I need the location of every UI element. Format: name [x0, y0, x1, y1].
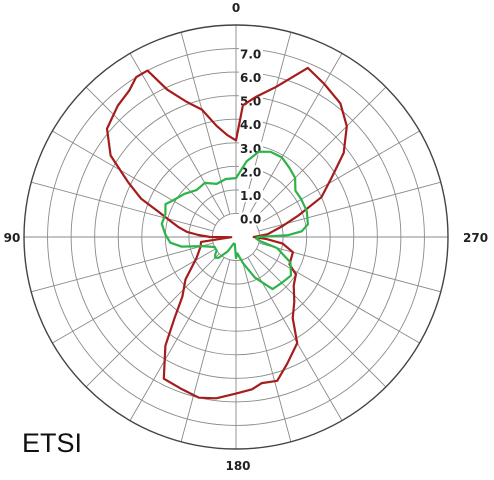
radial-tick-labels: 0.0 1.0 2.0 3.0 4.0 5.0 6.0 7.0: [239, 47, 263, 226]
corner-label: ETSI: [22, 428, 83, 458]
angle-label-90: 90: [4, 231, 21, 245]
angle-label-0: 0: [232, 1, 240, 15]
radial-tick-label: 3.0: [240, 142, 261, 156]
grid-ring: [70, 71, 402, 403]
series-lines: [105, 66, 348, 400]
tick-label-bg: [239, 212, 263, 226]
grid-ring: [188, 189, 284, 285]
grid-ring: [23, 24, 449, 450]
series-line-2: [160, 150, 309, 291]
radial-tick-label: 0.0: [240, 212, 261, 226]
grid-ring: [164, 165, 308, 309]
tick-label-bg: [239, 71, 263, 85]
radial-tick-label: 2.0: [240, 165, 261, 179]
radial-tick-label: 4.0: [240, 118, 261, 132]
radial-tick-label: 1.0: [240, 189, 261, 203]
series-line-1: [105, 66, 348, 400]
radial-tick-label: 6.0: [240, 71, 261, 85]
grid-ring: [47, 48, 425, 426]
grid-ring: [117, 118, 355, 356]
radial-tick-label: 7.0: [240, 48, 261, 62]
tick-label-bg: [239, 47, 263, 61]
tick-label-bg: [239, 141, 263, 155]
polar-grid: [23, 24, 449, 450]
tick-label-bg: [239, 165, 263, 179]
grid-ring: [141, 142, 331, 332]
tick-label-bg: [239, 118, 263, 132]
angle-labels: 0 90 180 270: [4, 1, 488, 473]
grid-ring: [94, 95, 378, 379]
radial-tick-label: 5.0: [240, 95, 261, 109]
angle-label-270: 270: [463, 231, 488, 245]
tick-label-bg: [239, 188, 263, 202]
angle-label-180: 180: [225, 459, 250, 473]
